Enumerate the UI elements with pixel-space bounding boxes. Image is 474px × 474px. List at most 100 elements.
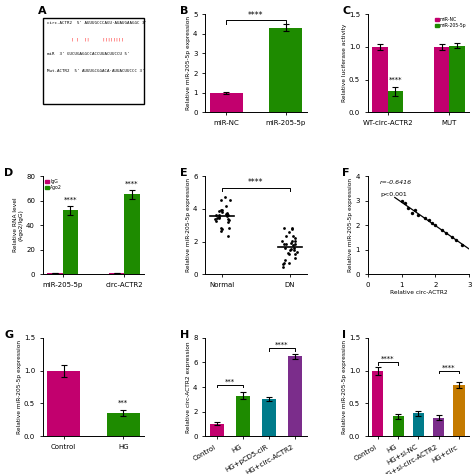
Point — [224, 232, 232, 240]
Point — [428, 219, 436, 227]
Point — [218, 206, 226, 214]
Point — [279, 260, 286, 268]
Bar — [124, 194, 140, 274]
Point — [283, 232, 290, 240]
Point — [217, 225, 224, 232]
Text: A: A — [37, 6, 46, 17]
Point — [291, 255, 299, 262]
Bar — [454, 385, 465, 436]
Bar — [63, 210, 78, 274]
Point — [224, 219, 231, 226]
Y-axis label: Relative miR-205-5p expression: Relative miR-205-5p expression — [17, 340, 22, 434]
Text: | |  ||     ||||||||: | | || |||||||| — [71, 38, 124, 42]
Text: G: G — [4, 330, 13, 340]
Bar — [372, 47, 388, 112]
Point — [292, 240, 299, 247]
Bar — [434, 47, 449, 112]
Point — [223, 212, 231, 219]
Point — [279, 263, 287, 271]
Point — [218, 208, 225, 216]
Point — [287, 239, 294, 246]
Point — [226, 196, 233, 204]
Point — [224, 211, 231, 219]
Text: r=-0.6416: r=-0.6416 — [380, 180, 412, 185]
Point — [221, 193, 228, 201]
Text: ***: *** — [118, 400, 128, 406]
Bar — [47, 273, 63, 274]
Point — [421, 214, 429, 221]
Point — [404, 204, 412, 212]
Point — [293, 248, 301, 255]
Text: ****: **** — [125, 181, 139, 187]
Point — [288, 225, 295, 233]
Point — [219, 225, 226, 233]
Text: ****: **** — [381, 356, 395, 362]
Point — [216, 213, 223, 221]
Text: Mut-ACTR2  5' AUUUGCGGACA·AUUACUUCCC 3': Mut-ACTR2 5' AUUUGCGGACA·AUUACUUCCC 3' — [47, 69, 144, 73]
Point — [282, 240, 289, 248]
Point — [452, 236, 459, 244]
Point — [287, 246, 295, 253]
Point — [291, 237, 298, 245]
Bar — [107, 413, 140, 436]
Y-axis label: Relative circ-ACTR2 expression: Relative circ-ACTR2 expression — [186, 341, 191, 433]
Bar — [413, 413, 424, 436]
Bar — [392, 417, 404, 436]
Point — [213, 214, 220, 221]
Point — [401, 199, 409, 207]
Point — [212, 217, 220, 225]
Text: C: C — [342, 6, 350, 17]
Point — [448, 234, 456, 241]
Y-axis label: Relative miR-205-5p expression: Relative miR-205-5p expression — [186, 178, 191, 272]
Point — [415, 211, 422, 219]
Text: ****: **** — [275, 341, 289, 347]
Point — [218, 207, 225, 214]
Text: ****: **** — [389, 77, 402, 83]
Y-axis label: Relative miR-205-5p expression: Relative miR-205-5p expression — [186, 16, 191, 110]
Point — [280, 240, 288, 248]
Point — [425, 217, 432, 224]
Point — [292, 234, 299, 242]
Point — [291, 250, 299, 257]
Text: circ-ACTR2  5' AUUUGCCCAGU·AUAUGAAGGC 3': circ-ACTR2 5' AUUUGCCCAGU·AUAUGAAGGC 3' — [47, 21, 147, 25]
Point — [223, 210, 230, 218]
Text: D: D — [4, 168, 13, 178]
Point — [442, 229, 449, 237]
Point — [215, 207, 223, 215]
Point — [290, 232, 297, 240]
Point — [215, 211, 223, 219]
Point — [226, 216, 233, 223]
Bar — [388, 91, 403, 112]
Point — [225, 215, 232, 223]
Text: ****: **** — [248, 178, 264, 187]
Point — [288, 225, 295, 232]
Text: ***: *** — [225, 378, 235, 384]
Point — [290, 246, 297, 254]
Y-axis label: Relative miR-205-5p expression: Relative miR-205-5p expression — [348, 178, 354, 272]
Text: E: E — [180, 168, 187, 178]
Bar — [43, 18, 144, 104]
Point — [225, 225, 233, 232]
Point — [285, 259, 293, 267]
Bar — [449, 46, 465, 112]
Text: B: B — [180, 6, 188, 17]
Y-axis label: Relative miR-205-5p expression: Relative miR-205-5p expression — [342, 340, 346, 434]
X-axis label: Relative circ-ACTR2: Relative circ-ACTR2 — [390, 290, 447, 295]
Bar — [262, 399, 276, 436]
Bar — [210, 424, 224, 436]
Point — [223, 209, 231, 217]
Point — [459, 241, 466, 248]
Text: I: I — [342, 330, 346, 340]
Point — [398, 197, 405, 204]
Text: H: H — [180, 330, 189, 340]
Point — [218, 197, 225, 204]
Point — [286, 246, 293, 254]
Point — [285, 228, 292, 236]
Point — [282, 244, 289, 252]
Point — [280, 225, 288, 232]
Point — [289, 237, 296, 245]
Text: ****: **** — [64, 196, 77, 202]
Point — [218, 228, 225, 235]
Bar — [236, 396, 250, 436]
Point — [281, 257, 288, 264]
